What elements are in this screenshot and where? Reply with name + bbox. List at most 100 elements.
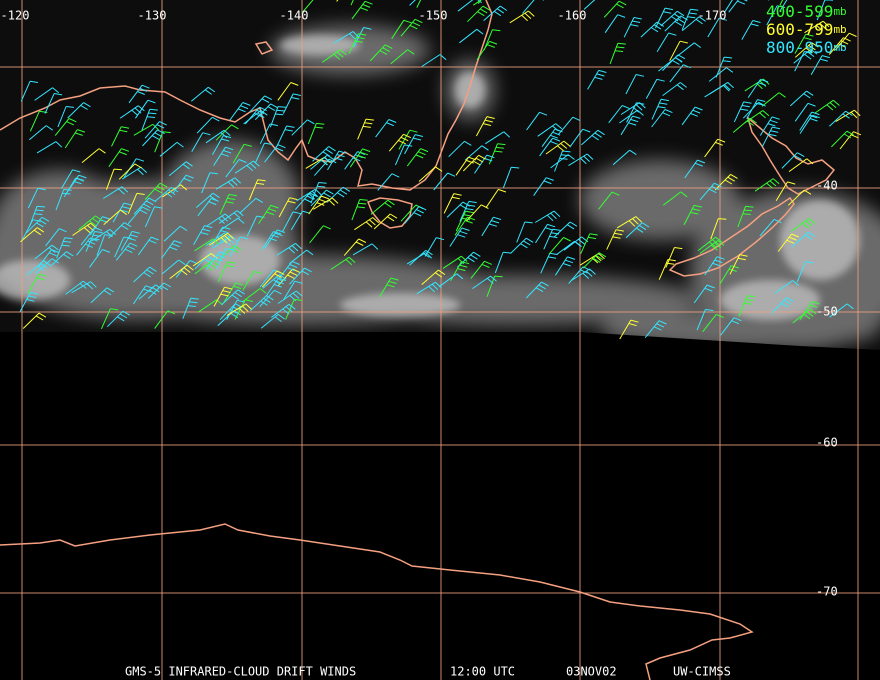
wind-barb — [644, 320, 667, 339]
tasmania-coast — [367, 197, 413, 229]
wind-barb — [19, 291, 39, 313]
wind-barb — [276, 125, 295, 147]
wind-barb — [321, 49, 347, 63]
wind-barb — [294, 192, 318, 210]
wind-barb — [535, 223, 556, 244]
wind-barb — [168, 161, 193, 177]
wind-barb — [483, 5, 508, 21]
wind-barb — [106, 310, 131, 328]
wind-barb — [839, 131, 862, 150]
wind-barb — [343, 238, 367, 256]
wind-barb — [400, 18, 423, 37]
latitude-label: -60 — [816, 436, 838, 450]
wind-barb — [612, 149, 637, 166]
wind-barb — [581, 129, 605, 146]
latitude-labels: -40 -50 -60 -70 — [816, 179, 838, 599]
wind-barb — [450, 261, 470, 282]
wind-barb — [421, 269, 446, 285]
wind-barb — [225, 159, 247, 178]
wind-barb — [261, 270, 285, 288]
wind-barb — [391, 19, 412, 39]
longitude-labels: -120 -130 -140 -150 -160 -170 — [1, 9, 727, 23]
nz-north-island-coast — [746, 115, 836, 195]
wind-barb — [72, 222, 98, 236]
wind-barb — [759, 218, 782, 237]
wind-barb — [550, 154, 575, 169]
wind-barb — [651, 109, 673, 128]
wind-barb — [154, 310, 176, 329]
wind-barb — [259, 123, 278, 145]
wind-barb — [108, 148, 130, 167]
wind-barb — [115, 242, 138, 261]
wind-barb — [481, 216, 502, 237]
wind-barb — [606, 229, 624, 250]
wind-barb — [662, 54, 686, 71]
wind-barb — [310, 182, 327, 204]
longitude-label: -120 — [1, 9, 30, 23]
wind-barb — [669, 40, 688, 61]
wind-barb — [467, 5, 491, 23]
wind-barb — [26, 216, 50, 234]
wind-barb — [276, 242, 302, 256]
wind-barb — [215, 177, 242, 190]
wind-barb — [22, 312, 47, 329]
wind-barb — [254, 103, 278, 120]
latitude-label: -70 — [816, 585, 838, 599]
wind-barb — [475, 116, 495, 137]
wind-barb — [282, 211, 301, 232]
wind-barb — [369, 44, 393, 62]
footer-date: 03NOV02 — [566, 665, 617, 679]
wind-barb — [35, 258, 59, 274]
wind-barb — [373, 213, 398, 230]
wind-barb — [206, 213, 232, 227]
wind-barb — [794, 51, 813, 72]
wind-barb — [696, 309, 714, 331]
legend-range: 800-950 — [766, 38, 833, 57]
wind-barb — [96, 234, 113, 256]
footer: GMS-5 INFRARED-CLOUD DRIFT WINDS 12:00 U… — [125, 665, 731, 679]
wind-barb — [625, 222, 650, 239]
wind-barb — [128, 84, 150, 104]
wind-barb — [404, 206, 427, 224]
wind-barb — [64, 129, 86, 149]
wind-barb — [394, 144, 413, 166]
wind-barbs — [19, 0, 862, 340]
wind-barb — [789, 90, 814, 107]
wind-barb — [195, 192, 220, 208]
wind-barb — [409, 249, 433, 266]
wind-barb — [37, 249, 60, 268]
longitude-label: -160 — [558, 9, 587, 23]
wind-barb — [348, 33, 367, 54]
wind-barb — [729, 254, 748, 275]
wind-barb — [388, 133, 412, 152]
wind-barb — [122, 166, 148, 180]
wind-barb — [570, 268, 596, 282]
wind-barb — [351, 0, 373, 20]
wind-barb — [119, 105, 145, 119]
latitude-label: -50 — [816, 305, 838, 319]
wind-barb — [699, 240, 725, 254]
wind-barb — [127, 206, 150, 225]
island-coast — [254, 41, 274, 55]
wind-barb — [558, 116, 581, 135]
wind-barb — [583, 0, 596, 10]
wind-barb — [608, 105, 630, 124]
wind-barb — [141, 108, 158, 131]
wind-barb — [655, 7, 673, 29]
wind-barb — [658, 259, 676, 280]
wind-barb — [710, 218, 727, 240]
wind-barb — [796, 261, 814, 283]
wind-barb — [264, 144, 286, 163]
wind-barb — [457, 0, 482, 12]
wind-barb — [792, 308, 817, 324]
wind-barb — [78, 215, 103, 231]
wind-barb — [201, 172, 218, 194]
antarctica-coast — [0, 523, 754, 680]
wind-barb — [219, 194, 237, 215]
legend-entry: 600-799mb — [766, 20, 847, 39]
wind-barb — [580, 233, 598, 254]
wind-barb — [144, 121, 167, 139]
wind-barb — [134, 99, 156, 119]
